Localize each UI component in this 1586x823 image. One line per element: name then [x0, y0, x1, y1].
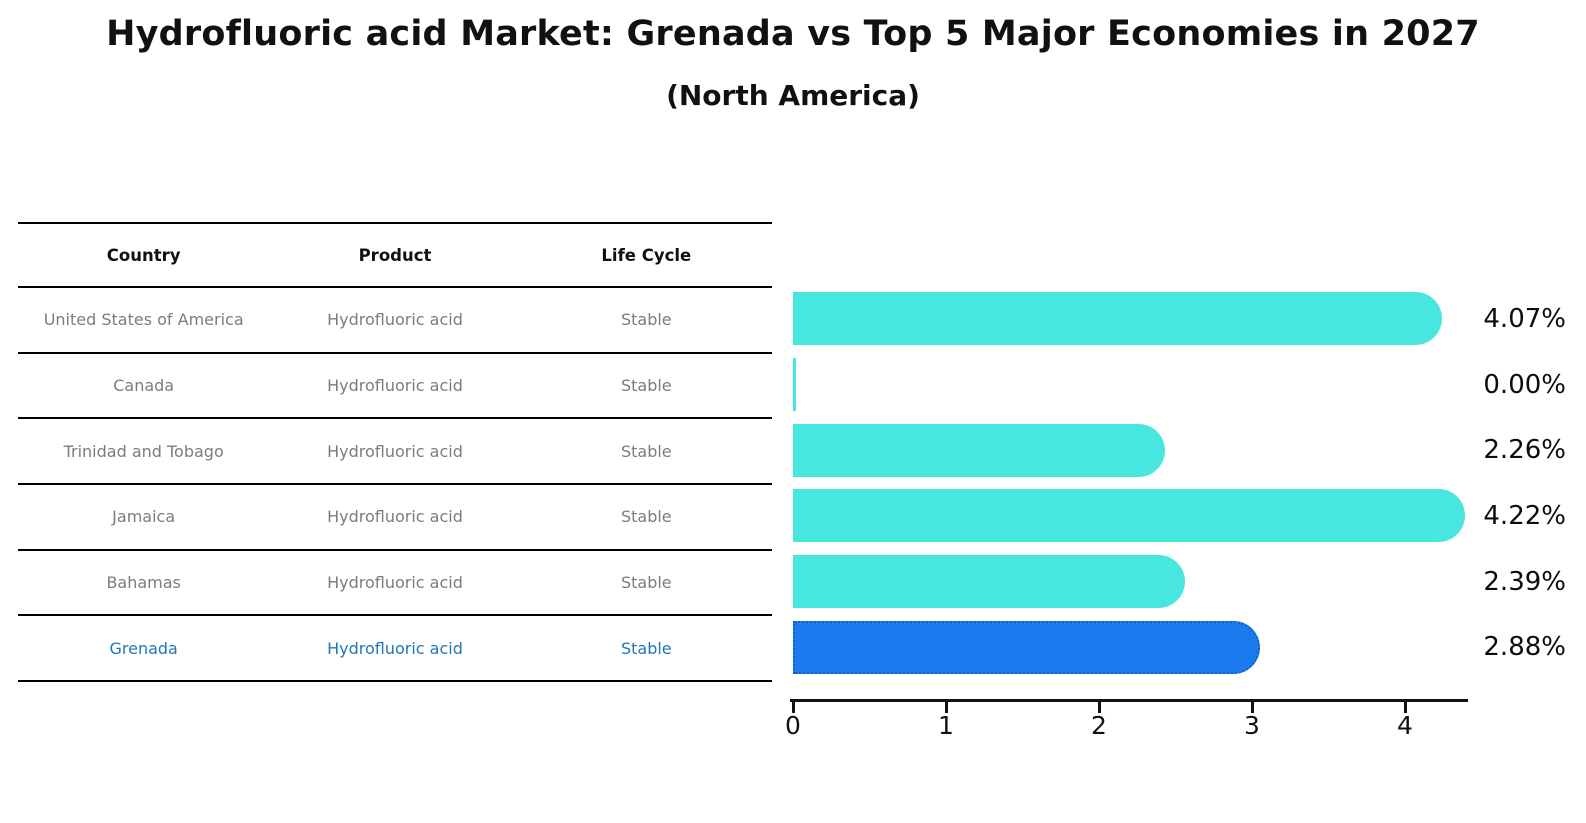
table-cell-life-cycle: Stable — [620, 376, 672, 396]
table-row: United States of America Hydrofluoric aci… — [18, 288, 772, 354]
table-cell-life-cycle: Stable — [620, 441, 672, 461]
bar-grenada — [793, 620, 1260, 674]
x-axis-tick — [944, 702, 948, 713]
table-header-life-cycle: Life Cycle — [601, 245, 692, 265]
table-cell-life-cycle: Stable — [620, 638, 672, 658]
table-cell-life-cycle: Stable — [620, 507, 672, 527]
table-body: United States of America Hydrofluoric aci… — [18, 288, 772, 683]
bar-value-label: 2.39% — [1483, 566, 1566, 597]
table-cell-product: Hydrofluoric acid — [327, 638, 463, 658]
bar-value-label: 2.26% — [1483, 435, 1566, 466]
table-header-row: Country Product Life Cycle — [18, 222, 772, 288]
page-title: Hydrofluoric acid Market: Grenada vs Top… — [106, 14, 1480, 54]
table-cell-country: Grenada — [109, 638, 178, 658]
bar-united-states-of-america — [793, 292, 1442, 346]
bar-value-label: 2.88% — [1483, 632, 1566, 663]
table-cell-life-cycle: Stable — [620, 573, 672, 593]
bar-value-label: 0.00% — [1483, 369, 1566, 400]
x-axis-tick-label: 2 — [1091, 711, 1107, 740]
x-axis-tick-label: 0 — [785, 711, 801, 740]
bar-jamaica — [793, 489, 1465, 543]
x-axis-tick — [1250, 702, 1254, 713]
table-cell-product: Hydrofluoric acid — [327, 310, 463, 330]
table-cell-country: Jamaica — [112, 507, 176, 527]
table-cell-country: Trinidad and Tobago — [63, 441, 224, 461]
x-axis-line — [790, 699, 1468, 702]
bar-value-label: 4.22% — [1483, 500, 1566, 531]
table-cell-product: Hydrofluoric acid — [327, 573, 463, 593]
table-cell-product: Hydrofluoric acid — [327, 507, 463, 527]
bar-trinidad-and-tobago — [793, 423, 1165, 477]
bar-value-label: 4.07% — [1483, 303, 1566, 334]
x-axis-tick-label: 4 — [1397, 711, 1413, 740]
table-cell-country: Bahamas — [106, 573, 181, 593]
table-cell-product: Hydrofluoric acid — [327, 376, 463, 396]
table-cell-country: Canada — [113, 376, 175, 396]
table-row: Grenada Hydrofluoric acid Stable — [18, 616, 772, 683]
x-axis-tick-label: 1 — [938, 711, 954, 740]
country-table: Country Product Life Cycle United States… — [18, 222, 772, 683]
page-subtitle: (North America) — [666, 79, 920, 112]
bar-canada — [793, 358, 796, 412]
x-axis-tick — [1403, 702, 1407, 713]
table-cell-country: United States of America — [43, 310, 244, 330]
table-row: Jamaica Hydrofluoric acid Stable — [18, 485, 772, 551]
table-header-product: Product — [358, 245, 432, 265]
table-row: Trinidad and Tobago Hydrofluoric acid Stab… — [18, 419, 772, 486]
table-row: Canada Hydrofluoric acid Stable — [18, 354, 772, 420]
x-axis-tick — [1097, 702, 1101, 713]
table-header-country: Country — [106, 245, 181, 265]
table-cell-product: Hydrofluoric acid — [327, 441, 463, 461]
bar-bahamas — [793, 555, 1185, 609]
table-cell-life-cycle: Stable — [620, 310, 672, 330]
x-axis-tick — [791, 702, 795, 713]
table-row: Bahamas Hydrofluoric acid Stable — [18, 551, 772, 617]
x-axis-tick-label: 3 — [1244, 711, 1260, 740]
